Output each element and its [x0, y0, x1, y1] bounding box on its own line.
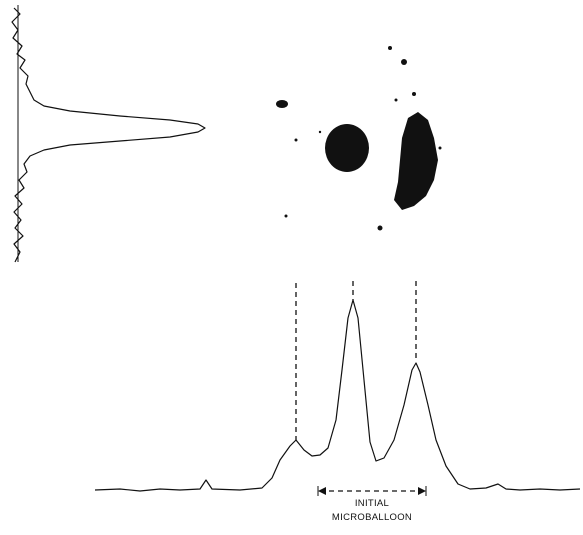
- horizontal-profile: [94, 299, 581, 492]
- bracket-arrows: [318, 487, 426, 495]
- right-spot: [394, 112, 438, 210]
- image-spots: [276, 46, 442, 231]
- vertical-profile: [11, 7, 206, 263]
- label-line: INITIAL: [355, 498, 389, 509]
- label-line: MICROBALLOON: [332, 512, 412, 523]
- left-spot: [276, 100, 288, 108]
- central-spot: [325, 124, 369, 172]
